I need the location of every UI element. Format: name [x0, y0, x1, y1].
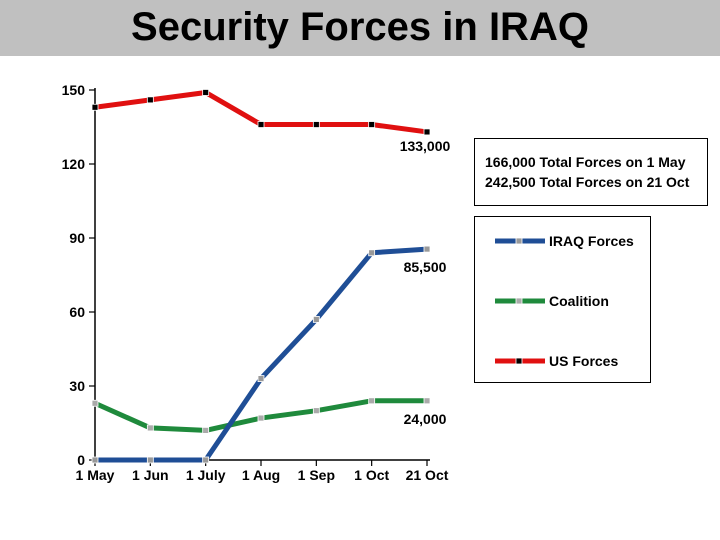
- chart-axes: 0 30 60 90 120 150 1 May 1 Jun 1 July 1 Aug 1 Sep 1…: [62, 82, 449, 483]
- data-point-coalition-1-sep: [312, 407, 320, 415]
- legend-item-iraq-forces: IRAQ Forces: [475, 231, 650, 251]
- chart-labels: 133,000 85,500 24,000: [400, 138, 451, 427]
- series-line-iraq-forces: [95, 246, 428, 463]
- data-point-us-forces-1-aug: [257, 121, 265, 128]
- y-tick-label-60: 60: [69, 304, 85, 320]
- data-label-coalition: 24,000: [404, 411, 447, 427]
- y-tick-label-0: 0: [77, 452, 85, 468]
- data-point-coalition-1-july: [202, 426, 210, 434]
- legend-label-coalition: Coalition: [549, 293, 609, 309]
- data-point-us-forces-21-oct: [423, 128, 431, 136]
- chart-lines: [91, 89, 431, 464]
- x-tick-label-1-jun: 1 Jun: [132, 467, 169, 483]
- data-point-iraq-forces-1-july: [202, 456, 210, 464]
- data-point-coalition-1-aug: [257, 414, 265, 422]
- totals-info-box: 166,000 Total Forces on 1 May 242,500 To…: [474, 138, 708, 206]
- data-point-iraq-forces-1-sep: [312, 315, 320, 323]
- data-label-iraq-forces: 85,500: [404, 259, 447, 275]
- legend-swatch-us-forces: [495, 357, 545, 365]
- data-point-coalition-1-oct: [368, 397, 376, 405]
- data-point-coalition-1-jun: [146, 424, 154, 432]
- data-point-us-forces-1-sep: [312, 121, 320, 128]
- x-tick-label-1-july: 1 July: [186, 467, 226, 483]
- x-tick-label-21-oct: 21 Oct: [406, 467, 449, 483]
- y-tick-label-30: 30: [69, 378, 85, 394]
- data-label-us-forces: 133,000: [400, 138, 451, 154]
- y-tick-label-150: 150: [62, 82, 86, 98]
- data-point-iraq-forces-1-aug: [257, 375, 265, 383]
- y-tick-label-90: 90: [69, 230, 85, 246]
- data-point-us-forces-1-july: [202, 89, 210, 96]
- x-tick-label-1-sep: 1 Sep: [298, 467, 335, 483]
- legend-item-coalition: Coalition: [475, 291, 650, 311]
- title-band: [0, 0, 720, 56]
- data-point-us-forces-1-jun: [146, 96, 154, 104]
- x-tick-label-1-may: 1 May: [76, 467, 115, 483]
- legend-label-iraq-forces: IRAQ Forces: [549, 233, 634, 249]
- slide-title: Security Forces in IRAQ: [131, 5, 589, 49]
- data-point-iraq-forces-1-oct: [368, 249, 376, 257]
- legend-swatch-coalition: [495, 297, 545, 305]
- data-point-us-forces-1-may: [91, 103, 99, 111]
- chart-legend: IRAQ Forces Coalition US Forces: [474, 216, 651, 383]
- data-point-us-forces-1-oct: [368, 121, 376, 128]
- x-tick-label-1-aug: 1 Aug: [242, 467, 280, 483]
- totals-line-1: 166,000 Total Forces on 1 May: [485, 154, 686, 170]
- data-point-coalition-1-may: [91, 399, 99, 407]
- x-tick-label-1-oct: 1 Oct: [354, 467, 389, 483]
- data-point-iraq-forces-1-jun: [146, 456, 154, 464]
- y-tick-label-120: 120: [62, 156, 86, 172]
- totals-line-2: 242,500 Total Forces on 21 Oct: [485, 174, 690, 190]
- legend-swatch-iraq-forces: [495, 237, 545, 245]
- data-point-iraq-forces-1-may: [91, 456, 99, 464]
- legend-item-us-forces: US Forces: [475, 351, 650, 371]
- data-point-iraq-forces-21-oct: [423, 245, 431, 253]
- legend-label-us-forces: US Forces: [549, 353, 619, 369]
- data-point-coalition-21-oct: [423, 397, 431, 405]
